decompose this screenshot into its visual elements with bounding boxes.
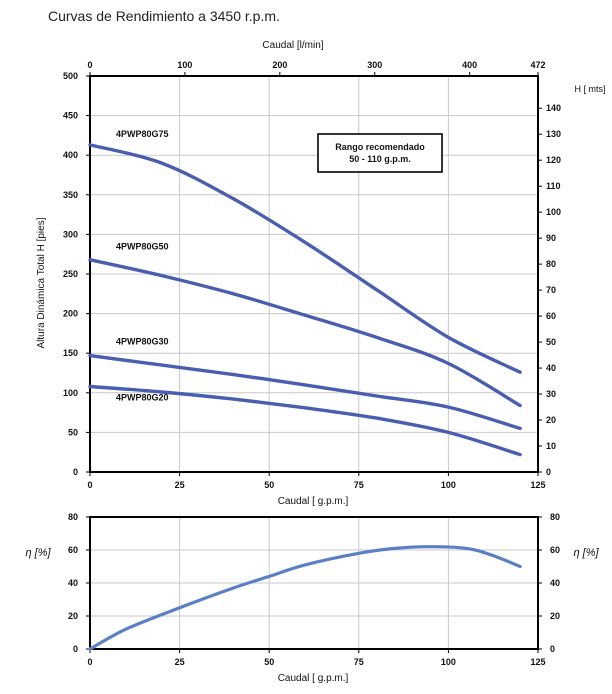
- efficiency-line: [88, 545, 522, 651]
- y-right-tick-label: 30: [546, 389, 556, 399]
- series-line: [88, 258, 522, 408]
- y-right-tick-label: 80: [550, 512, 560, 522]
- y-right-tick-label: 50: [546, 337, 556, 347]
- x-tick-label: 75: [354, 657, 364, 667]
- y-right-tick-label: 110: [546, 181, 561, 191]
- efficiency-left-label: η [%]: [25, 547, 51, 559]
- y-right-tick-label: 20: [550, 611, 560, 621]
- top-axis-label: Caudal [l/min]: [262, 40, 323, 51]
- y-right-tick-label: 60: [546, 311, 556, 321]
- series-label: 4PWP80G50: [116, 242, 169, 252]
- y-tick-label: 40: [68, 578, 78, 588]
- x-tick-label: 125: [530, 657, 545, 667]
- y-tick-label: 80: [68, 512, 78, 522]
- y-tick-label: 50: [68, 427, 78, 437]
- x-tick-label: 75: [354, 480, 364, 490]
- y-right-tick-label: 0: [546, 467, 551, 477]
- y-tick-label: 450: [63, 111, 78, 121]
- y-right-tick-label: 70: [546, 285, 556, 295]
- x-top-tick-label: 300: [367, 60, 382, 70]
- series-label: 4PWP80G30: [116, 337, 169, 347]
- y-right-tick-label: 130: [546, 129, 561, 139]
- y-tick-label: 60: [68, 545, 78, 555]
- y-tick-label: 0: [73, 467, 78, 477]
- x-tick-label: 0: [87, 657, 92, 667]
- x-tick-label: 25: [175, 657, 185, 667]
- y-tick-label: 200: [63, 309, 78, 319]
- y-tick-label: 100: [63, 388, 78, 398]
- x-tick-label: 125: [530, 480, 545, 490]
- x-tick-label: 100: [441, 480, 456, 490]
- x-top-tick-label: 472: [530, 60, 545, 70]
- series-line: [88, 353, 522, 431]
- series-line: [88, 143, 522, 374]
- y-right-tick-label: 40: [550, 578, 560, 588]
- y-right-tick-label: 140: [546, 103, 561, 113]
- efficiency-right-label: η [%]: [573, 547, 599, 559]
- y-tick-label: 150: [63, 348, 78, 358]
- y-tick-label: 0: [73, 644, 78, 654]
- y-tick-label: 500: [63, 71, 78, 81]
- y-right-tick-label: 100: [546, 207, 561, 217]
- y-tick-label: 350: [63, 190, 78, 200]
- y-tick-label: 250: [63, 269, 78, 279]
- y-right-tick-label: 60: [550, 545, 560, 555]
- y-tick-label: 20: [68, 611, 78, 621]
- annotation-line-1: Rango recomendado: [335, 142, 425, 152]
- y-right-tick-label: 80: [546, 259, 556, 269]
- y-right-tick-label: 120: [546, 155, 561, 165]
- y-right-tick-label: 90: [546, 233, 556, 243]
- series-label: 4PWP80G75: [116, 129, 169, 139]
- annotation-line-2: 50 - 110 g.p.m.: [349, 154, 411, 164]
- y-tick-label: 400: [63, 150, 78, 160]
- y-right-tick-label: 10: [546, 441, 556, 451]
- annotation-box: [317, 133, 443, 173]
- x-top-tick-label: 400: [462, 60, 477, 70]
- page-title: Curvas de Rendimiento a 3450 r.p.m.: [48, 8, 280, 24]
- series-line: [88, 384, 522, 457]
- x-tick-label: 50: [264, 480, 274, 490]
- y-right-tick-label: 20: [546, 415, 556, 425]
- x-top-tick-label: 100: [177, 60, 192, 70]
- x-top-tick-label: 0: [87, 60, 92, 70]
- x-tick-label: 25: [175, 480, 185, 490]
- y-tick-label: 300: [63, 229, 78, 239]
- efficiency-x-axis-label: Caudal [ g.p.m.]: [278, 673, 349, 684]
- y-right-tick-label: 0: [550, 644, 555, 654]
- series-label: 4PWP80G20: [116, 392, 169, 402]
- right-axis-label: H [ mts]: [575, 84, 606, 94]
- y-axis-label: Altura Dinámica Total H [pies]: [36, 217, 47, 348]
- x-top-tick-label: 200: [272, 60, 287, 70]
- y-right-tick-label: 40: [546, 363, 556, 373]
- x-tick-label: 0: [87, 480, 92, 490]
- x-axis-label: Caudal [ g.p.m.]: [278, 496, 349, 507]
- x-tick-label: 50: [264, 657, 274, 667]
- x-tick-label: 100: [441, 657, 456, 667]
